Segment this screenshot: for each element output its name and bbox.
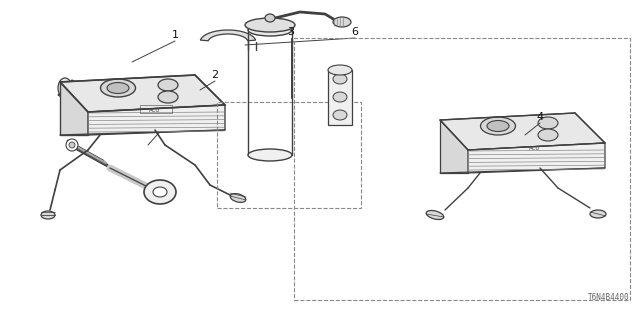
Ellipse shape — [538, 129, 558, 141]
Polygon shape — [58, 80, 115, 120]
Ellipse shape — [153, 187, 167, 197]
Text: 1: 1 — [172, 30, 179, 40]
Text: T6N4B4400: T6N4B4400 — [588, 293, 630, 302]
Polygon shape — [440, 113, 605, 150]
Polygon shape — [67, 140, 113, 170]
Polygon shape — [468, 143, 605, 173]
Ellipse shape — [69, 142, 75, 148]
Ellipse shape — [248, 24, 292, 36]
Ellipse shape — [245, 18, 295, 32]
Text: ACU: ACU — [529, 146, 541, 150]
Polygon shape — [60, 75, 225, 112]
Ellipse shape — [248, 149, 292, 161]
Bar — [294, 38, 630, 300]
Ellipse shape — [426, 211, 444, 220]
Ellipse shape — [538, 117, 558, 129]
Text: ACU: ACU — [149, 108, 161, 113]
Ellipse shape — [100, 79, 136, 97]
Ellipse shape — [144, 180, 176, 204]
Ellipse shape — [481, 117, 515, 135]
Ellipse shape — [328, 65, 352, 75]
Ellipse shape — [99, 93, 137, 131]
Ellipse shape — [58, 78, 72, 98]
Text: 5: 5 — [161, 115, 168, 125]
Text: 6: 6 — [351, 27, 358, 37]
Ellipse shape — [333, 110, 347, 120]
Text: 2: 2 — [211, 70, 219, 80]
Ellipse shape — [487, 121, 509, 132]
Polygon shape — [60, 82, 88, 135]
Bar — [217, 102, 361, 208]
Ellipse shape — [590, 210, 606, 218]
Ellipse shape — [41, 211, 55, 219]
Ellipse shape — [265, 14, 275, 22]
Bar — [328, 70, 352, 125]
Ellipse shape — [333, 17, 351, 27]
Ellipse shape — [333, 74, 347, 84]
Polygon shape — [440, 120, 468, 173]
Ellipse shape — [158, 91, 178, 103]
Bar — [140, 105, 172, 113]
Text: 3: 3 — [287, 27, 294, 37]
Ellipse shape — [66, 139, 78, 151]
Polygon shape — [88, 105, 225, 135]
Ellipse shape — [230, 194, 246, 202]
Ellipse shape — [107, 83, 129, 93]
Ellipse shape — [158, 79, 178, 91]
Ellipse shape — [333, 92, 347, 102]
Text: 4: 4 — [536, 112, 543, 122]
Polygon shape — [200, 30, 255, 41]
